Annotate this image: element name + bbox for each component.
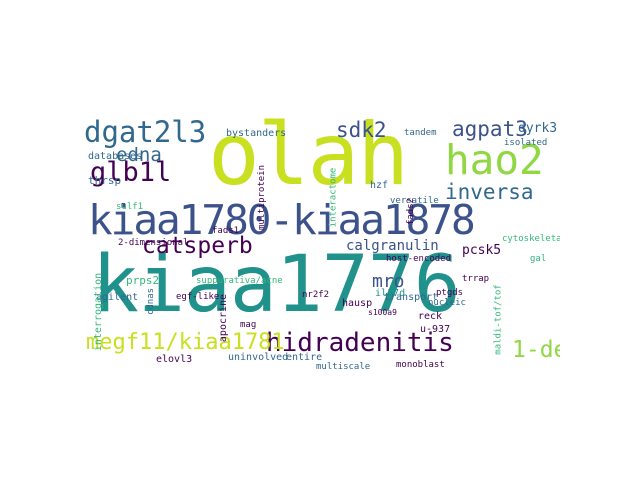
word-maldi-tof-tof: maldi-tof/tof [493, 284, 504, 355]
word-hausp: hausp [342, 298, 373, 309]
word-egf-like: egf-like [176, 292, 220, 302]
word-uninvolved: uninvolved [228, 352, 289, 363]
word-suppurativa-acne: suppurativa/acne [196, 276, 283, 286]
word-nucleic: nucleic [428, 298, 466, 308]
word-entire: entire [286, 352, 323, 363]
word-cdnas: cdnas [146, 287, 157, 316]
word-host-encoded: host-encoded [386, 254, 452, 264]
word-mro: mro [372, 271, 405, 292]
word-versatile: versatile [390, 196, 439, 206]
word-tandem: tandem [404, 128, 437, 138]
word-bystanders: bystanders [226, 128, 287, 139]
word-reck: reck [418, 311, 443, 322]
word-prps2: prps2 [126, 274, 160, 287]
word-megf11-kiaa1781: megf11/kiaa1781 [86, 330, 285, 355]
word-gal: gal [530, 254, 547, 264]
word-kiaa1776: kiaa1776 [92, 240, 461, 330]
word-isolated: isolated [504, 138, 548, 148]
word-edna: edna [116, 144, 162, 166]
word-interactome: interactome [328, 167, 339, 228]
word-ptgds: ptgds [436, 288, 464, 298]
word-elovl3: elovl3 [156, 354, 193, 365]
word-thrsp: thrsp [88, 174, 122, 187]
word-multiprotein: multiprotein [257, 164, 268, 231]
word-databases: databases [88, 151, 143, 162]
word-inversa: inversa [445, 180, 534, 204]
word-monoblast: monoblast [396, 360, 445, 370]
word-trrap: trrap [462, 274, 490, 284]
word-hzf: hzf [370, 180, 389, 191]
word-catsperb: catsperb [142, 233, 253, 259]
word-cloud: kiaa1776 olah kiaa1780-kiaa1878 hao2 dga… [80, 107, 560, 373]
word-pcsk5: pcsk5 [462, 243, 502, 258]
word-agilent: agilent [96, 292, 139, 303]
word-dgat2l3: dgat2l3 [84, 115, 207, 149]
word-cytoskeletal: cytoskeletal [502, 234, 560, 244]
word-hidradenitis: hidradenitis [266, 328, 454, 358]
word-multiscale: multiscale [316, 362, 371, 372]
word-sdk2: sdk2 [336, 118, 387, 142]
word-kiaa1780-kiaa1878: kiaa1780-kiaa1878 [88, 196, 476, 244]
word-calgranulin: calgranulin [346, 238, 439, 254]
word-u-937: u-937 [420, 324, 451, 335]
word-interrogation: interrogation [93, 272, 105, 352]
word-glb1l: glb1l [90, 157, 172, 188]
word-apocrine: apocrine [218, 293, 230, 343]
word-fads2: fads2 [406, 197, 417, 226]
word-transport: transport [384, 292, 439, 303]
word-1-de: 1-de [512, 337, 560, 363]
word-nr2f2: nr2f2 [302, 290, 330, 300]
word-il17d: il17d [375, 288, 406, 299]
word-agpat3: agpat3 [452, 117, 528, 141]
word-hao2: hao2 [445, 136, 544, 184]
word-mag: mag [240, 320, 257, 330]
word-fads1: fads1 [212, 226, 240, 236]
word-dyrk3: dyrk3 [518, 121, 558, 136]
word-2-dimensional: 2-dimensional [118, 238, 189, 248]
word-olah: olah [208, 107, 409, 205]
word-sulf1: sulf1 [116, 202, 144, 212]
word-s100a9: s100a9 [368, 308, 397, 317]
